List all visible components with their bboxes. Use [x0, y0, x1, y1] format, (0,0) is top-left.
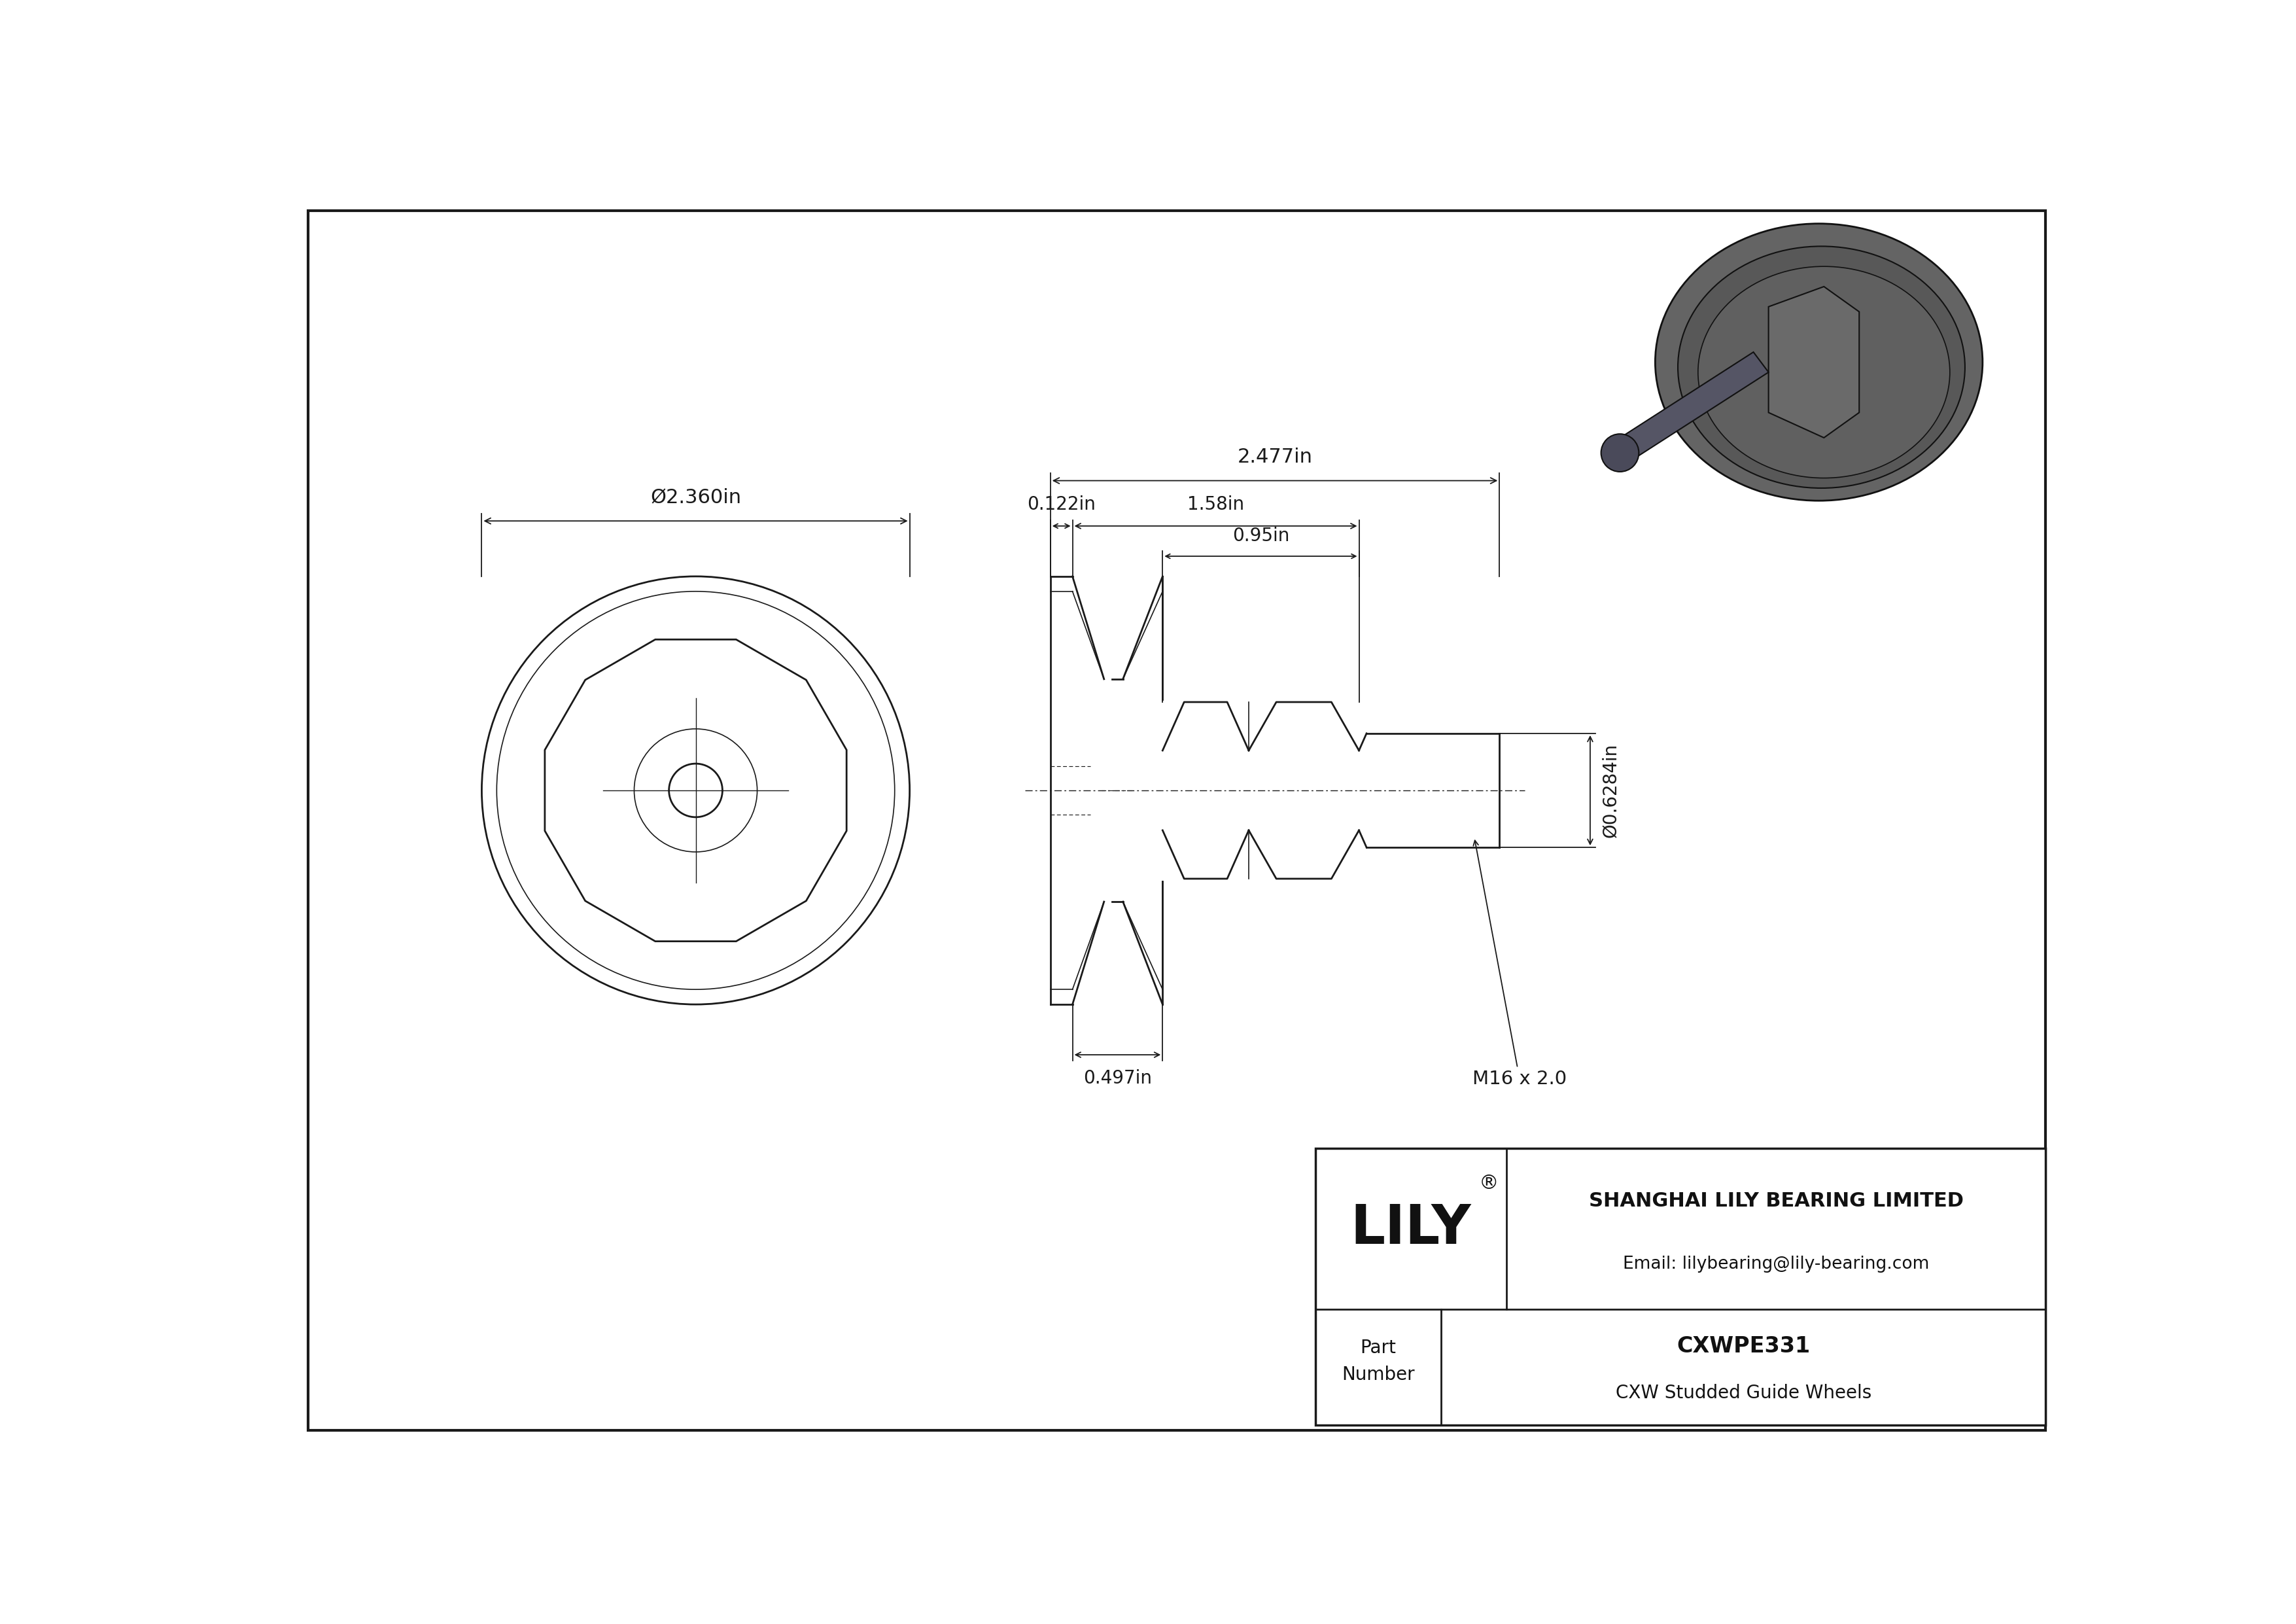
Text: 0.497in: 0.497in [1084, 1069, 1153, 1086]
Text: Email: lilybearing@lily-bearing.com: Email: lilybearing@lily-bearing.com [1623, 1255, 1929, 1273]
Ellipse shape [1655, 224, 1981, 500]
Text: CXWPE331: CXWPE331 [1676, 1335, 1809, 1358]
Bar [1316, 1148, 2046, 1426]
Text: M16 x 2.0: M16 x 2.0 [1472, 840, 1566, 1088]
Text: Ø2.360in: Ø2.360in [650, 487, 742, 507]
Text: ®: ® [1479, 1174, 1499, 1194]
Text: LILY: LILY [1350, 1202, 1472, 1255]
Text: 2.477in: 2.477in [1238, 448, 1313, 466]
Text: Ø0.6284in: Ø0.6284in [1600, 744, 1619, 838]
Text: 1.58in: 1.58in [1187, 495, 1244, 513]
Text: 0.122in: 0.122in [1026, 495, 1095, 513]
Ellipse shape [1678, 247, 1965, 489]
Ellipse shape [1699, 266, 1949, 477]
Text: Part
Number: Part Number [1341, 1338, 1414, 1384]
Text: 0.95in: 0.95in [1233, 526, 1290, 546]
Ellipse shape [1600, 434, 1639, 471]
Polygon shape [1612, 352, 1768, 463]
Polygon shape [1768, 286, 1860, 438]
Text: SHANGHAI LILY BEARING LIMITED: SHANGHAI LILY BEARING LIMITED [1589, 1192, 1963, 1212]
Text: CXW Studded Guide Wheels: CXW Studded Guide Wheels [1616, 1384, 1871, 1402]
